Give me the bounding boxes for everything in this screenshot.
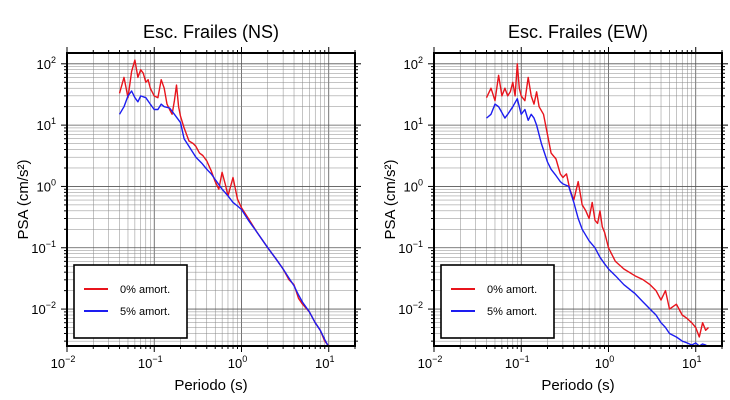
x-axis-label: Periodo (s) xyxy=(541,377,614,394)
series-line-damping-0 xyxy=(485,63,709,338)
x-tick-label: 10−2 xyxy=(418,354,443,371)
y-tick-label: 100 xyxy=(37,177,56,194)
x-tick-label: 10−1 xyxy=(138,354,163,371)
grid xyxy=(433,53,723,346)
x-axis-label: Periodo (s) xyxy=(174,377,247,394)
ticks xyxy=(61,47,361,352)
y-tick-label: 10−1 xyxy=(398,239,423,256)
x-tick-label: 101 xyxy=(315,354,334,371)
legend: 0% amort. 5% amort. xyxy=(73,264,188,339)
y-tick-label: 10−2 xyxy=(31,300,56,317)
chart-panel-2: 10−2 10−1 100 101 10−2 10−1 100 101 102 Esc. Frai… xyxy=(382,22,728,394)
x-tick-label: 101 xyxy=(682,354,701,371)
y-tick-label: 10−1 xyxy=(31,239,56,256)
y-axis-label: PSA (cm/s²) xyxy=(15,159,32,239)
series-line-damping-5 xyxy=(486,97,709,346)
x-tick-label: 100 xyxy=(228,354,247,371)
series-line-damping-5 xyxy=(118,90,329,346)
ticks xyxy=(428,47,728,352)
y-tick-label: 102 xyxy=(37,55,56,72)
y-axis-label: PSA (cm/s²) xyxy=(382,159,399,239)
y-tick-label: 10−2 xyxy=(398,300,423,317)
chart-panel-1: 10−2 10−1 100 101 10−2 10−1 100 101 102 Esc. Frai… xyxy=(15,22,361,394)
chart-title: Esc. Frailes (NS) xyxy=(143,22,279,42)
chart-title: Esc. Frailes (EW) xyxy=(508,22,648,42)
legend-box xyxy=(440,264,555,339)
legend-label: 5% amort. xyxy=(120,306,170,318)
legend: 0% amort. 5% amort. xyxy=(440,264,555,339)
x-tick-label: 10−1 xyxy=(505,354,530,371)
y-tick-label: 102 xyxy=(404,55,423,72)
x-tick-label: 10−2 xyxy=(51,354,76,371)
legend-label: 0% amort. xyxy=(487,284,537,296)
y-tick-label: 101 xyxy=(404,116,423,133)
legend-label: 0% amort. xyxy=(120,284,170,296)
legend-label: 5% amort. xyxy=(487,306,537,318)
y-tick-label: 100 xyxy=(404,177,423,194)
x-tick-label: 100 xyxy=(595,354,614,371)
y-tick-label: 101 xyxy=(37,116,56,133)
legend-box xyxy=(73,264,188,339)
plot-frame xyxy=(433,52,723,347)
plot-frame xyxy=(66,52,356,347)
